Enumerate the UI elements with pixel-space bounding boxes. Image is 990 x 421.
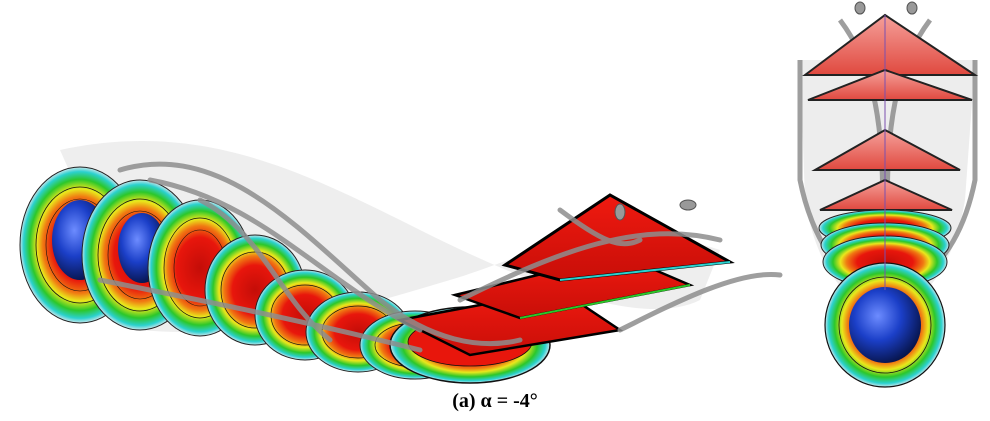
vortex-sheets (97, 161, 783, 353)
front-tip-markers (854, 1, 918, 15)
front-view (797, 1, 979, 388)
figure-caption: (a) α = -4° (452, 390, 538, 412)
front-wing-3 (811, 128, 961, 171)
front-wing-2 (807, 68, 973, 101)
tip-vortex-markers (614, 199, 697, 221)
front-sphere-core (849, 287, 921, 363)
oblique-view (19, 141, 783, 384)
front-wing-1 (802, 13, 979, 76)
